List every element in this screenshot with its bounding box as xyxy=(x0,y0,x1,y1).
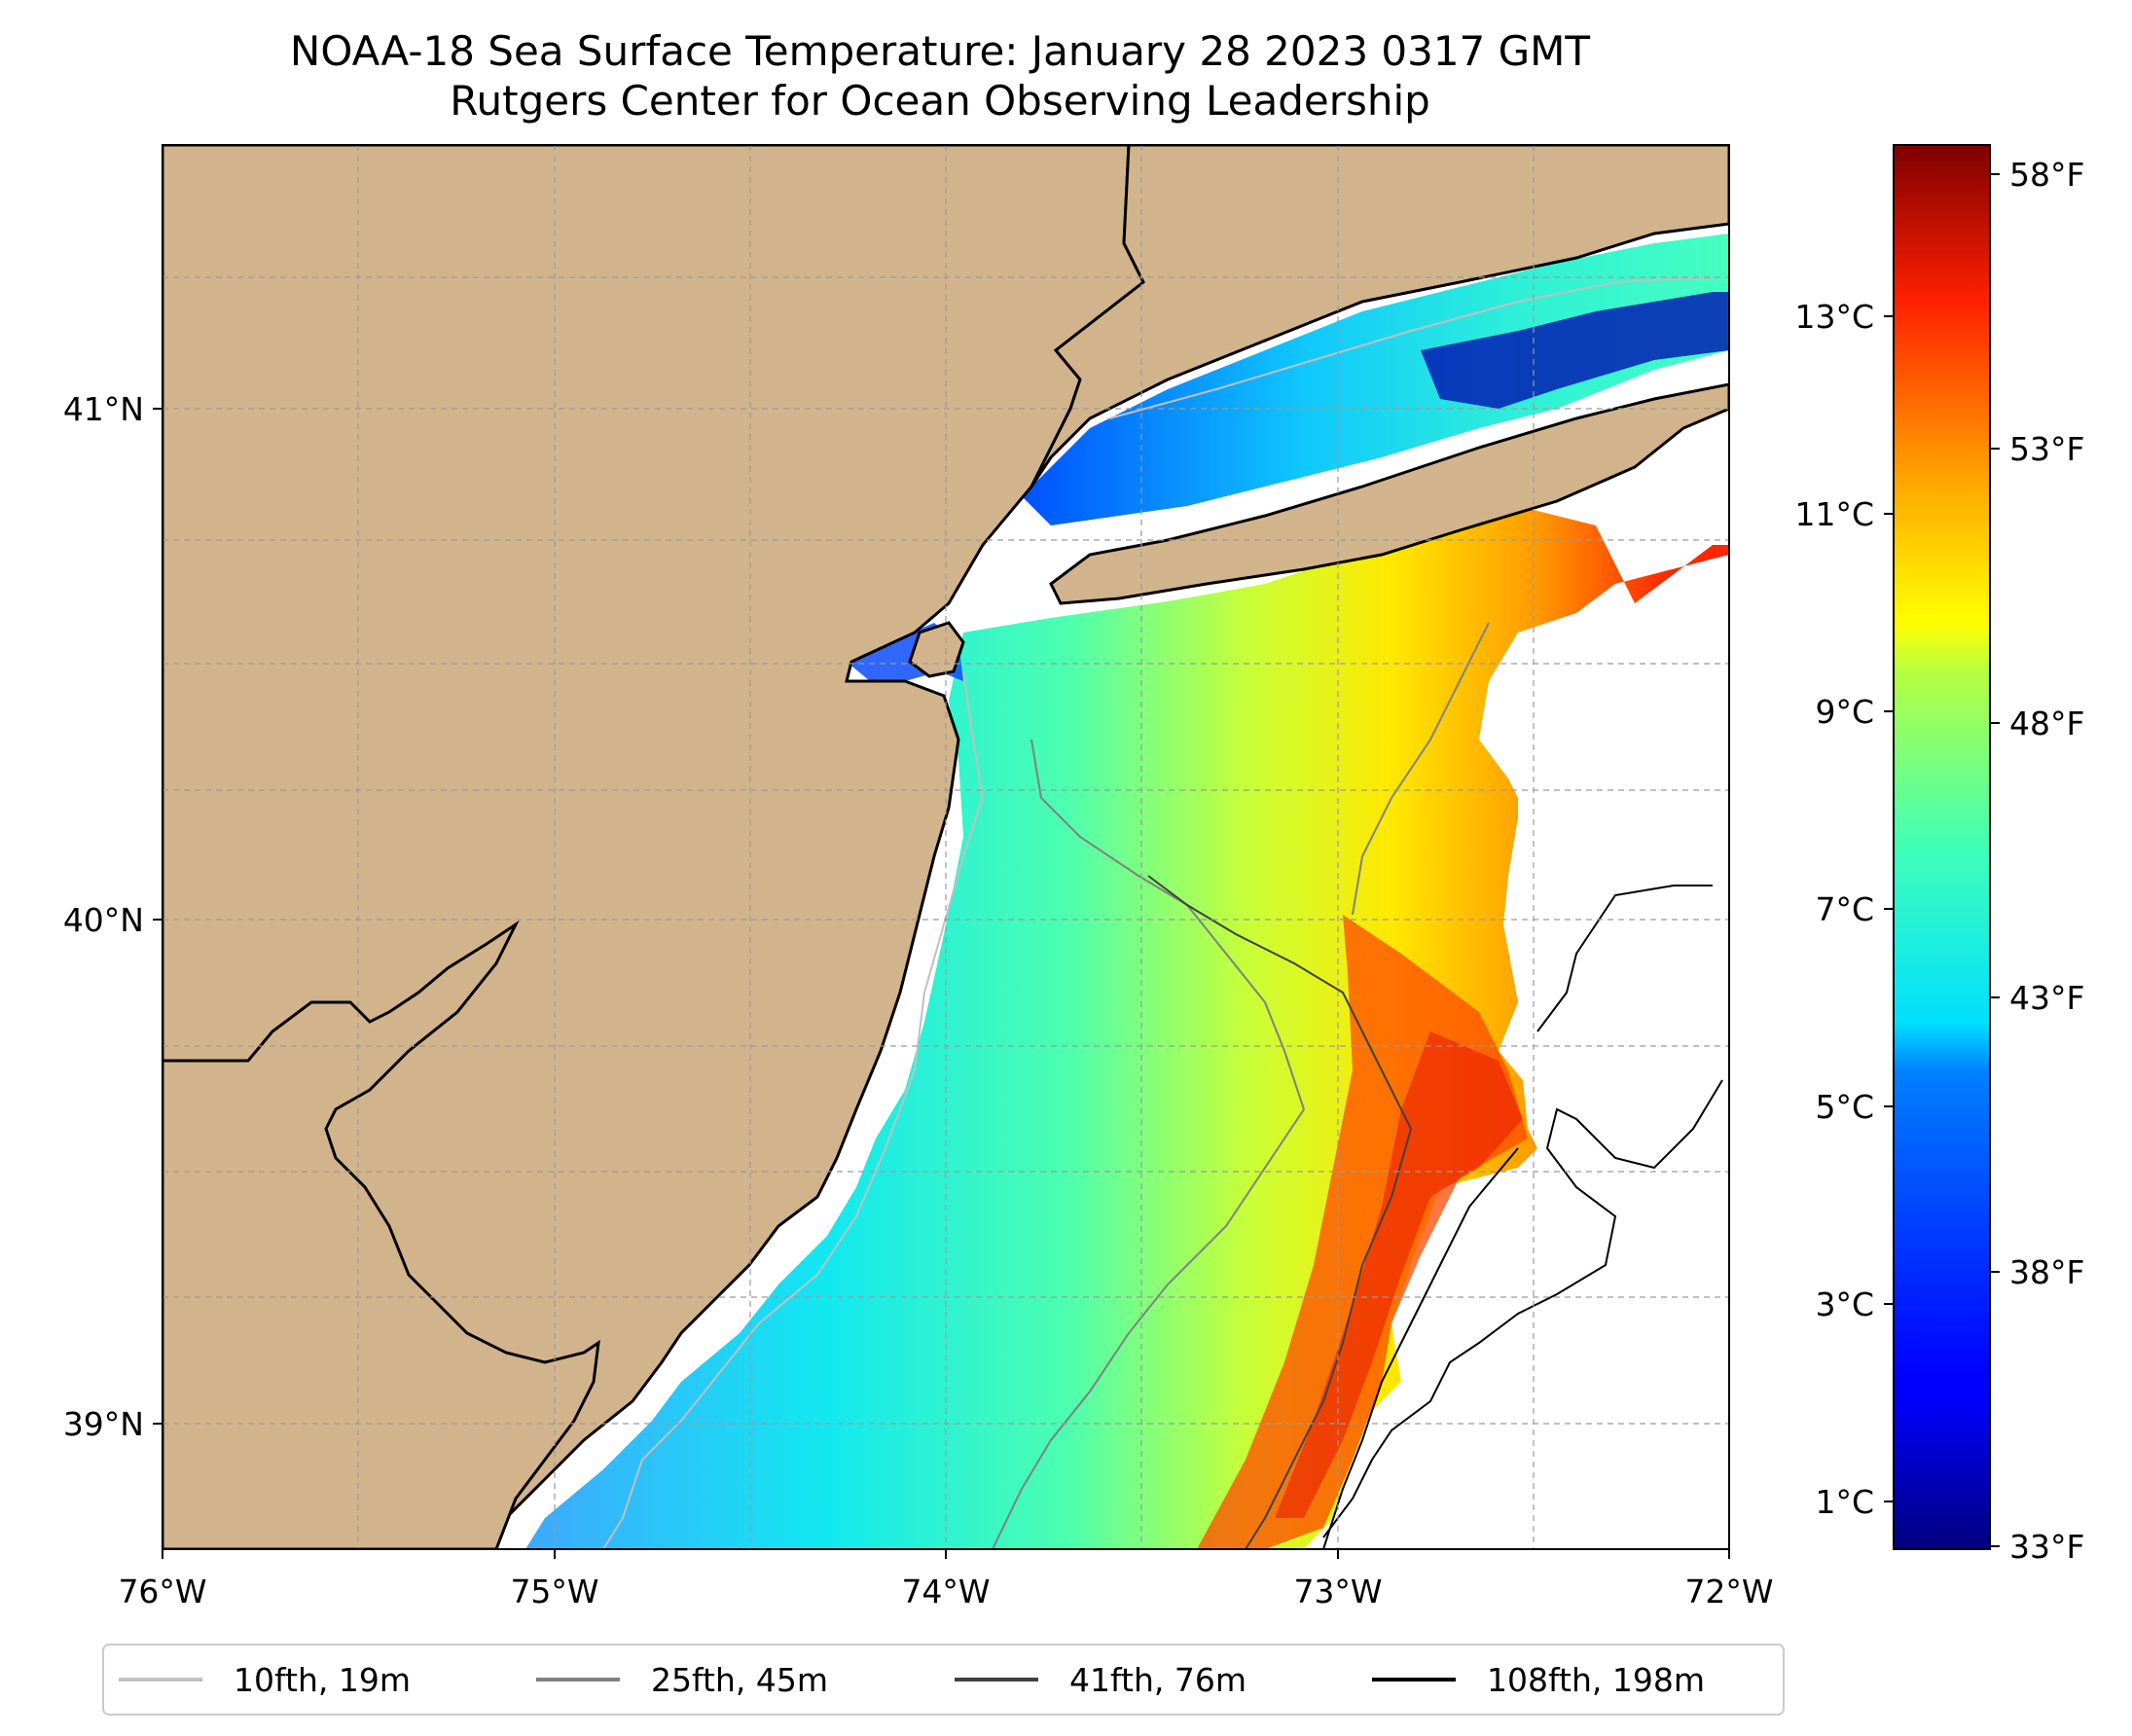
x-tick-label-76w: 76°W xyxy=(118,1573,206,1610)
y-axis xyxy=(153,408,163,1425)
x-axis xyxy=(162,1549,1730,1559)
legend-label-108fth: 108fth, 198m xyxy=(1487,1661,1705,1699)
land-long-island xyxy=(1049,382,1729,605)
colorbar-celsius-1: 1°C xyxy=(1815,1483,1874,1521)
colorbar-celsius-9: 9°C xyxy=(1815,693,1874,731)
colorbar-fahrenheit-ticks xyxy=(1990,173,2000,1547)
coastline-offshore-outline-2 xyxy=(1536,885,1713,1032)
colorbar-fahrenheit-53: 53°F xyxy=(2009,430,2084,468)
coastline-offshore-outline xyxy=(1322,1079,1723,1538)
colorbar-celsius-5: 5°C xyxy=(1815,1088,1874,1126)
colorbar-fahrenheit-38: 38°F xyxy=(2009,1253,2084,1291)
land-new-england xyxy=(1030,145,1729,488)
sst-hot-core xyxy=(1275,1031,1523,1518)
colorbar-fahrenheit-48: 48°F xyxy=(2009,705,2084,742)
sst-long-island-sound xyxy=(1022,234,1729,525)
map-title-line1: NOAA-18 Sea Surface Temperature: January… xyxy=(290,27,1591,75)
y-tick-label-41n: 41°N xyxy=(63,390,144,428)
x-tick-label-74w: 74°W xyxy=(901,1573,990,1610)
isobath-10fth-lis xyxy=(1108,276,1714,419)
colorbar-fahrenheit-33: 33°F xyxy=(2009,1528,2084,1566)
isobath-41fth xyxy=(1147,875,1413,1549)
map-gridlines xyxy=(163,145,1729,1549)
legend-label-41fth: 41fth, 76m xyxy=(1069,1661,1247,1699)
colorbar-celsius-ticks xyxy=(1884,315,1894,1502)
isobath-25fth xyxy=(992,739,1306,1549)
colorbar-celsius-13: 13°C xyxy=(1794,298,1874,336)
x-tick-label-73w: 73°W xyxy=(1293,1573,1382,1610)
sst-long-island-sound-cold xyxy=(1421,292,1729,409)
land-staten-island xyxy=(908,621,965,678)
colorbar xyxy=(1893,144,1991,1550)
isobath-25fth-shelf xyxy=(1352,622,1490,916)
legend-box xyxy=(102,1644,1785,1716)
y-tick-label-40n: 40°N xyxy=(63,901,144,939)
isobath-108fth xyxy=(1322,1147,1519,1549)
sst-field-shelf xyxy=(525,506,1729,1549)
colorbar-fahrenheit-58: 58°F xyxy=(2009,156,2084,194)
legend-label-10fth: 10fth, 19m xyxy=(234,1661,411,1699)
map-title-line2: Rutgers Center for Ocean Observing Leade… xyxy=(450,77,1430,125)
x-tick-label-75w: 75°W xyxy=(510,1573,598,1610)
legend: 10fth, 19m 25fth, 45m 41fth, 76m 108fth,… xyxy=(102,1644,1785,1716)
isobath-10fth xyxy=(602,670,985,1549)
colorbar-celsius-3: 3°C xyxy=(1815,1285,1874,1323)
y-tick-label-39n: 39°N xyxy=(63,1405,144,1443)
land-delmarva xyxy=(163,920,600,1549)
colorbar-fahrenheit-43: 43°F xyxy=(2009,979,2084,1017)
map-panel xyxy=(163,145,1729,1549)
x-tick-label-72w: 72°W xyxy=(1684,1573,1773,1610)
colorbar-celsius-7: 7°C xyxy=(1815,890,1874,928)
colorbar-celsius-11: 11°C xyxy=(1794,495,1874,533)
legend-label-25fth: 25fth, 45m xyxy=(651,1661,828,1699)
